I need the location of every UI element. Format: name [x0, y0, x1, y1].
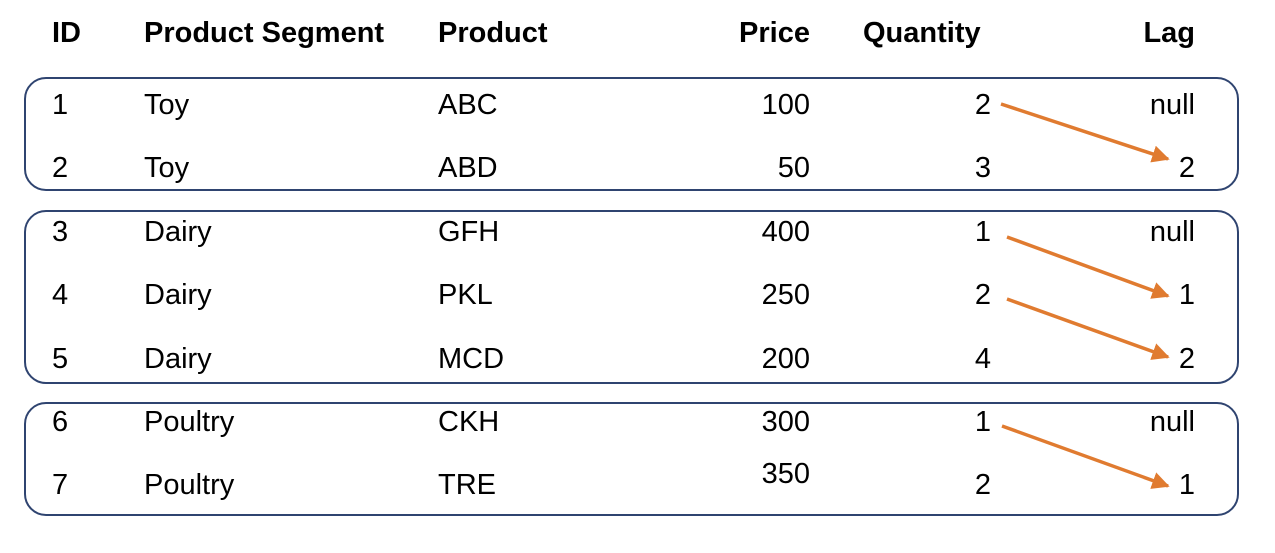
- header-product-segment: Product Segment: [144, 17, 385, 49]
- cell-id: 4: [52, 279, 69, 311]
- cell-price: 200: [761, 343, 810, 375]
- cell-quantity: 2: [974, 279, 991, 311]
- cell-price: 300: [761, 406, 810, 438]
- cell-lag: null: [1149, 216, 1195, 248]
- cell-price: 400: [761, 216, 810, 248]
- arrow-row1-to-row2: [1000, 102, 1170, 163]
- header-price: Price: [739, 17, 810, 49]
- cell-product: ABC: [438, 89, 498, 121]
- header-lag: Lag: [1143, 17, 1195, 49]
- cell-segment: Toy: [144, 89, 190, 121]
- cell-lag: 1: [1178, 469, 1195, 501]
- cell-product: ABD: [438, 152, 498, 184]
- arrow-row6-to-row7: [1001, 424, 1170, 489]
- cell-segment: Dairy: [144, 279, 212, 311]
- header-quantity: Quantity: [863, 17, 981, 49]
- group-box-poultry: [24, 402, 1239, 516]
- cell-quantity: 3: [974, 152, 991, 184]
- group-box-dairy: [24, 210, 1239, 384]
- cell-price: 250: [761, 279, 810, 311]
- cell-id: 6: [52, 406, 69, 438]
- header-id: ID: [52, 17, 81, 49]
- cell-segment: Toy: [144, 152, 190, 184]
- cell-id: 5: [52, 343, 69, 375]
- cell-segment: Poultry: [144, 469, 235, 501]
- arrow-row3-to-row4: [1006, 235, 1170, 299]
- cell-quantity: 2: [974, 89, 991, 121]
- cell-lag: null: [1149, 89, 1195, 121]
- header-product: Product: [438, 17, 548, 49]
- cell-quantity: 1: [974, 216, 991, 248]
- cell-product: CKH: [438, 406, 500, 438]
- cell-id: 2: [52, 152, 69, 184]
- arrow-row4-to-row5: [1006, 297, 1170, 360]
- cell-segment: Dairy: [144, 343, 212, 375]
- cell-id: 1: [52, 89, 69, 121]
- cell-price: 350: [761, 458, 810, 490]
- group-box-toy: [24, 77, 1239, 191]
- cell-id: 3: [52, 216, 69, 248]
- cell-price: 100: [761, 89, 810, 121]
- cell-price: 50: [777, 152, 810, 184]
- cell-segment: Dairy: [144, 216, 212, 248]
- cell-product: PKL: [438, 279, 493, 311]
- cell-segment: Poultry: [144, 406, 235, 438]
- cell-product: MCD: [438, 343, 505, 375]
- cell-quantity: 2: [974, 469, 991, 501]
- cell-quantity: 1: [974, 406, 991, 438]
- cell-lag: 2: [1178, 152, 1195, 184]
- cell-lag: 1: [1178, 279, 1195, 311]
- cell-id: 7: [52, 469, 69, 501]
- cell-lag: null: [1149, 406, 1195, 438]
- cell-product: GFH: [438, 216, 500, 248]
- cell-quantity: 4: [974, 343, 991, 375]
- cell-lag: 2: [1178, 343, 1195, 375]
- cell-product: TRE: [438, 469, 496, 501]
